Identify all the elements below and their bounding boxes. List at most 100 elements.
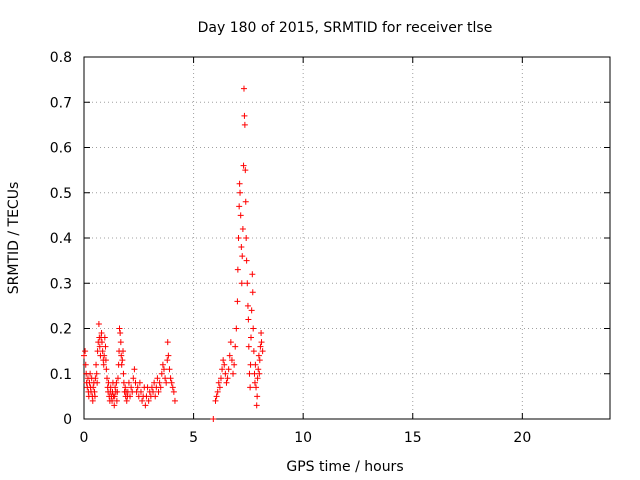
data-point <box>244 302 251 309</box>
data-point <box>254 393 261 400</box>
data-point <box>253 384 260 391</box>
data-point <box>245 343 252 350</box>
data-point <box>215 379 222 386</box>
data-point <box>254 375 261 382</box>
data-point <box>259 348 266 355</box>
data-point <box>154 375 161 382</box>
data-point <box>224 375 231 382</box>
data-point <box>94 379 101 386</box>
data-point <box>234 298 241 305</box>
data-point <box>247 384 254 391</box>
data-point <box>157 384 164 391</box>
data-point <box>95 320 102 327</box>
data-point <box>243 257 250 264</box>
data-point <box>82 348 89 355</box>
x-tick-label: 10 <box>294 430 312 446</box>
data-point <box>255 352 262 359</box>
data-point <box>231 361 238 368</box>
data-point <box>119 357 126 364</box>
data-point <box>155 388 162 395</box>
data-point <box>151 379 158 386</box>
data-point <box>87 370 94 377</box>
data-point <box>101 334 108 341</box>
data-point <box>213 393 220 400</box>
data-point <box>114 388 121 395</box>
y-tick-label: 0.8 <box>50 50 72 66</box>
data-point <box>98 330 105 337</box>
data-point <box>82 361 89 368</box>
data-point <box>93 370 100 377</box>
data-point <box>241 112 248 119</box>
data-point <box>214 388 221 395</box>
data-point <box>118 352 125 359</box>
data-point <box>128 384 135 391</box>
data-point <box>210 416 217 422</box>
data-point <box>238 244 245 251</box>
data-point <box>131 366 138 373</box>
data-point <box>249 289 256 296</box>
data-point <box>150 388 157 395</box>
data-point <box>230 370 237 377</box>
data-point <box>239 225 246 232</box>
data-point <box>250 325 257 332</box>
data-point <box>90 384 97 391</box>
data-point <box>122 384 129 391</box>
data-point <box>223 379 230 386</box>
data-point <box>159 361 166 368</box>
data-point <box>257 343 264 350</box>
data-point <box>232 343 239 350</box>
grid-lines <box>84 57 610 419</box>
data-point <box>120 348 127 355</box>
y-tick-label: 0.3 <box>50 276 72 292</box>
data-point <box>169 384 176 391</box>
data-point <box>113 379 120 386</box>
data-point <box>118 361 125 368</box>
data-point <box>89 397 96 404</box>
data-point <box>98 339 105 346</box>
x-tick-label: 20 <box>513 430 531 446</box>
data-point <box>253 402 260 409</box>
data-point <box>165 352 172 359</box>
data-point <box>114 375 121 382</box>
data-point <box>168 379 175 386</box>
data-point <box>241 121 248 128</box>
data-point <box>227 339 234 346</box>
data-point <box>103 366 110 373</box>
data-point <box>163 379 170 386</box>
data-point <box>225 366 232 373</box>
data-point <box>117 330 124 337</box>
y-tick-label: 0.5 <box>50 186 72 202</box>
chart-title: Day 180 of 2015, SRMTID for receiver tls… <box>198 20 493 36</box>
data-point <box>236 203 243 210</box>
data-point <box>244 280 251 287</box>
data-point <box>139 397 146 404</box>
data-point <box>245 316 252 323</box>
data-point <box>156 379 163 386</box>
data-point <box>233 325 240 332</box>
data-point <box>252 361 259 368</box>
data-point <box>258 339 265 346</box>
data-point <box>164 339 171 346</box>
data-point <box>248 334 255 341</box>
data-point <box>101 352 108 359</box>
data-point <box>239 253 246 260</box>
data-point <box>116 325 123 332</box>
data-point <box>102 357 109 364</box>
data-point <box>130 375 137 382</box>
data-point <box>226 352 233 359</box>
data-point <box>237 189 244 196</box>
data-point <box>123 397 130 404</box>
data-point <box>164 357 171 364</box>
data-point <box>256 357 263 364</box>
y-tick-label: 0.6 <box>50 141 72 157</box>
data-point <box>136 379 143 386</box>
data-point <box>113 397 120 404</box>
x-tick-label: 5 <box>189 430 198 446</box>
data-point <box>258 330 265 337</box>
y-tick-label: 0.4 <box>50 231 72 247</box>
x-tick-label: 15 <box>404 430 422 446</box>
data-point <box>145 397 152 404</box>
data-point <box>243 235 250 241</box>
